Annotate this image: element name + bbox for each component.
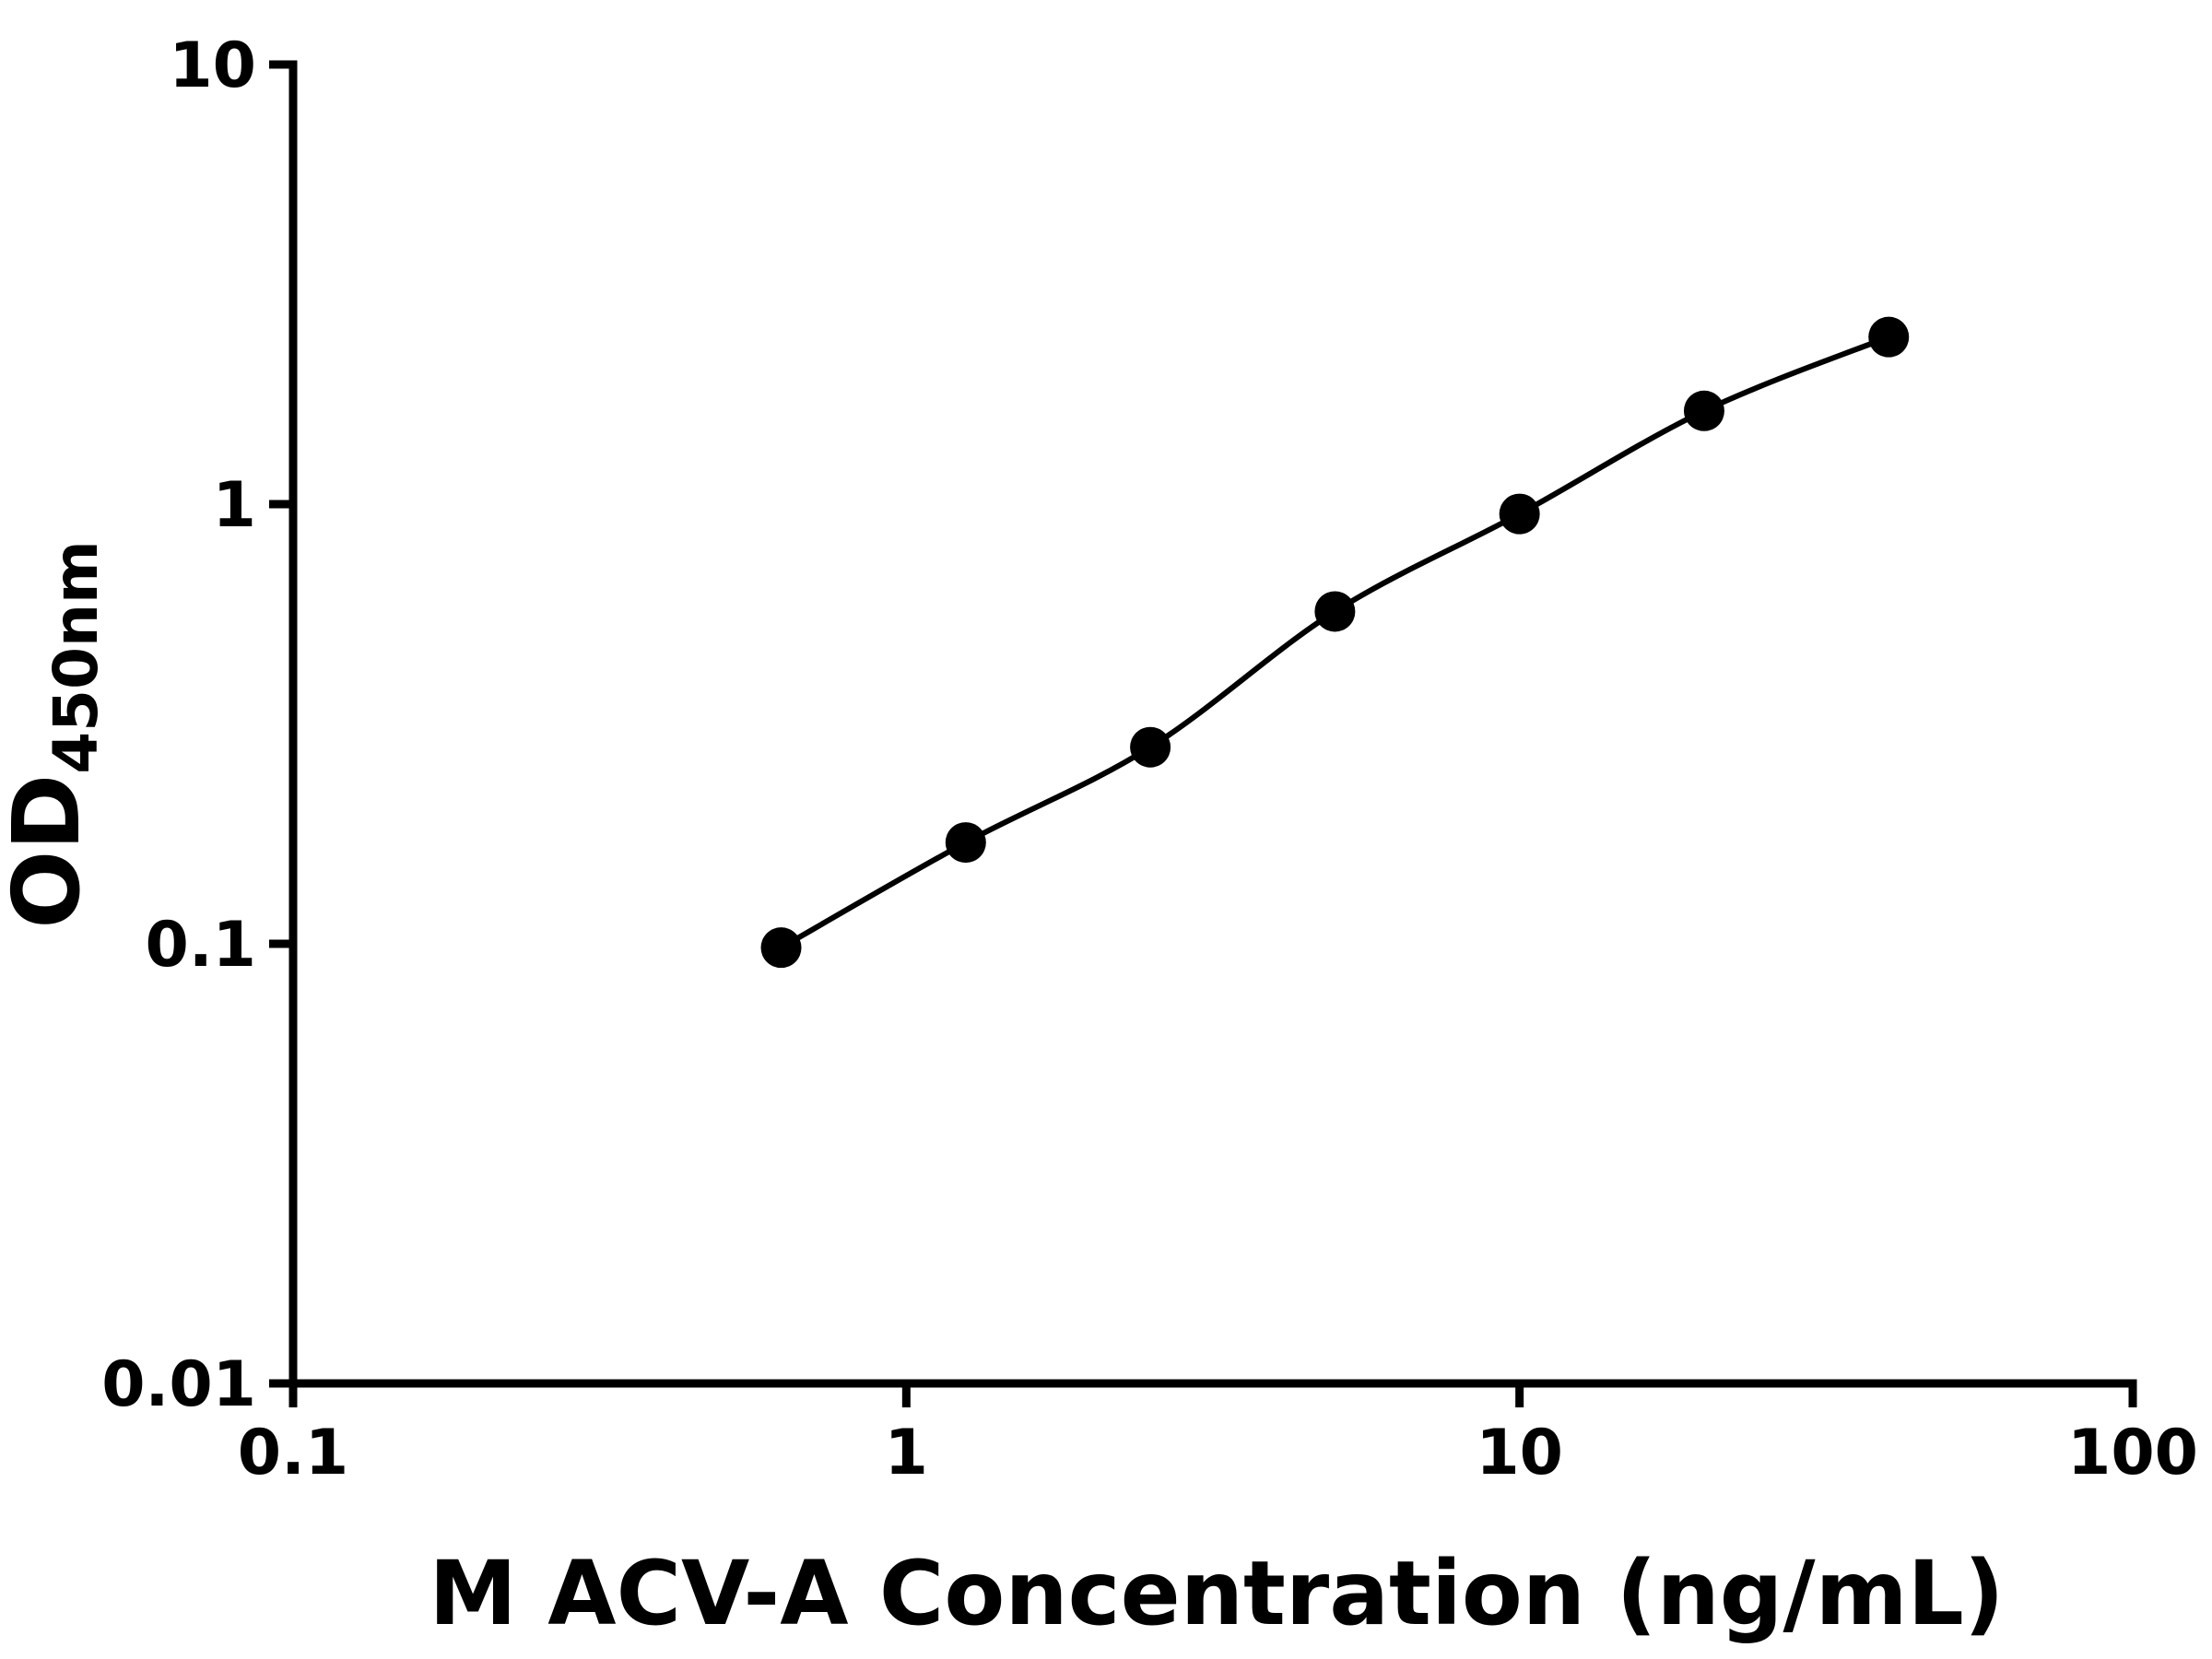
x-tick-label: 100 — [2067, 1417, 2198, 1489]
axes-spines — [288, 60, 2137, 1388]
y-tick-label: 0.1 — [146, 909, 256, 982]
y-tick-label: 10 — [169, 29, 256, 102]
data-point — [1130, 726, 1171, 768]
x-tick-label: 0.1 — [238, 1417, 348, 1489]
data-point — [1314, 591, 1356, 632]
y-tick-label: 0.01 — [101, 1348, 256, 1421]
data-point — [760, 927, 802, 969]
y-axis-title: OD450nm — [0, 540, 112, 929]
x-tick-label: 1 — [885, 1417, 928, 1489]
data-point — [1683, 390, 1724, 431]
data-point — [1868, 316, 1910, 358]
y-axis-title-main: OD — [0, 774, 100, 929]
x-axis-title: M ACV-A Concentration (ng/mL) — [429, 1542, 2004, 1645]
y-tick-label: 1 — [213, 469, 256, 542]
standard-curve-line — [778, 334, 1892, 951]
y-axis-title-subscript: 450nm — [41, 540, 112, 774]
data-point — [1499, 493, 1540, 535]
x-tick-label: 10 — [1476, 1417, 1563, 1489]
data-point — [945, 822, 986, 864]
